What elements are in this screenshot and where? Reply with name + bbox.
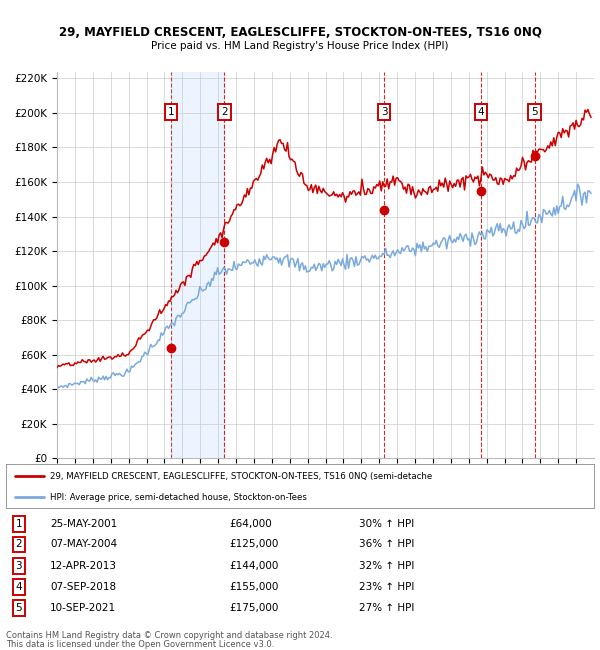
Text: 10-SEP-2021: 10-SEP-2021 bbox=[50, 603, 116, 613]
Text: 1: 1 bbox=[16, 519, 22, 529]
Text: 07-SEP-2018: 07-SEP-2018 bbox=[50, 582, 116, 592]
Text: 1: 1 bbox=[168, 107, 175, 117]
Text: 29, MAYFIELD CRESCENT, EAGLESCLIFFE, STOCKTON-ON-TEES, TS16 0NQ: 29, MAYFIELD CRESCENT, EAGLESCLIFFE, STO… bbox=[59, 26, 541, 39]
Text: 4: 4 bbox=[478, 107, 484, 117]
Text: 3: 3 bbox=[381, 107, 388, 117]
Text: 5: 5 bbox=[531, 107, 538, 117]
Text: £64,000: £64,000 bbox=[229, 519, 272, 529]
Text: 3: 3 bbox=[16, 561, 22, 571]
Text: 23% ↑ HPI: 23% ↑ HPI bbox=[359, 582, 414, 592]
Text: 25-MAY-2001: 25-MAY-2001 bbox=[50, 519, 118, 529]
Text: 30% ↑ HPI: 30% ↑ HPI bbox=[359, 519, 414, 529]
Text: £144,000: £144,000 bbox=[229, 561, 279, 571]
Text: 07-MAY-2004: 07-MAY-2004 bbox=[50, 540, 117, 549]
Text: £175,000: £175,000 bbox=[229, 603, 279, 613]
Text: 12-APR-2013: 12-APR-2013 bbox=[50, 561, 117, 571]
Text: HPI: Average price, semi-detached house, Stockton-on-Tees: HPI: Average price, semi-detached house,… bbox=[50, 493, 307, 502]
Text: £155,000: £155,000 bbox=[229, 582, 279, 592]
Text: 5: 5 bbox=[16, 603, 22, 613]
Text: 4: 4 bbox=[16, 582, 22, 592]
Text: 2: 2 bbox=[221, 107, 227, 117]
Text: £125,000: £125,000 bbox=[229, 540, 279, 549]
Text: Contains HM Land Registry data © Crown copyright and database right 2024.: Contains HM Land Registry data © Crown c… bbox=[6, 630, 332, 640]
Text: 36% ↑ HPI: 36% ↑ HPI bbox=[359, 540, 414, 549]
Bar bbox=[171, 72, 224, 458]
Text: This data is licensed under the Open Government Licence v3.0.: This data is licensed under the Open Gov… bbox=[6, 640, 274, 649]
Text: 29, MAYFIELD CRESCENT, EAGLESCLIFFE, STOCKTON-ON-TEES, TS16 0NQ (semi-detache: 29, MAYFIELD CRESCENT, EAGLESCLIFFE, STO… bbox=[50, 471, 433, 480]
Text: 2: 2 bbox=[16, 540, 22, 549]
Text: 32% ↑ HPI: 32% ↑ HPI bbox=[359, 561, 414, 571]
Text: Price paid vs. HM Land Registry's House Price Index (HPI): Price paid vs. HM Land Registry's House … bbox=[151, 41, 449, 51]
Text: 27% ↑ HPI: 27% ↑ HPI bbox=[359, 603, 414, 613]
